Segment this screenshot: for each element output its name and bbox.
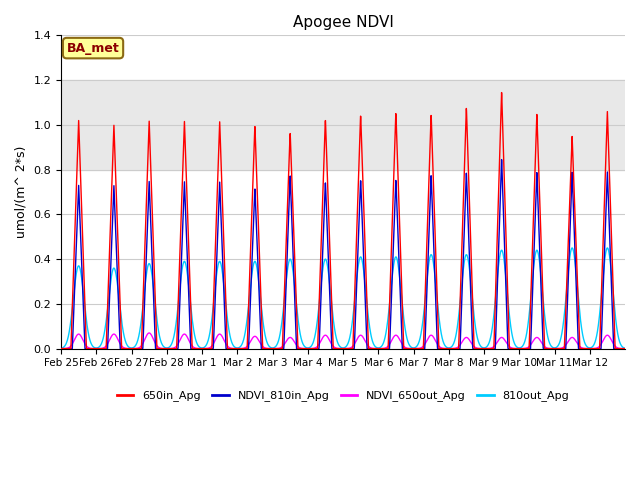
Title: Apogee NDVI: Apogee NDVI — [292, 15, 394, 30]
Bar — [61, 80, 625, 169]
Text: BA_met: BA_met — [67, 42, 120, 55]
Y-axis label: umol/(m^ 2*s): umol/(m^ 2*s) — [15, 146, 28, 238]
Legend: 650in_Apg, NDVI_810in_Apg, NDVI_650out_Apg, 810out_Apg: 650in_Apg, NDVI_810in_Apg, NDVI_650out_A… — [112, 386, 573, 406]
